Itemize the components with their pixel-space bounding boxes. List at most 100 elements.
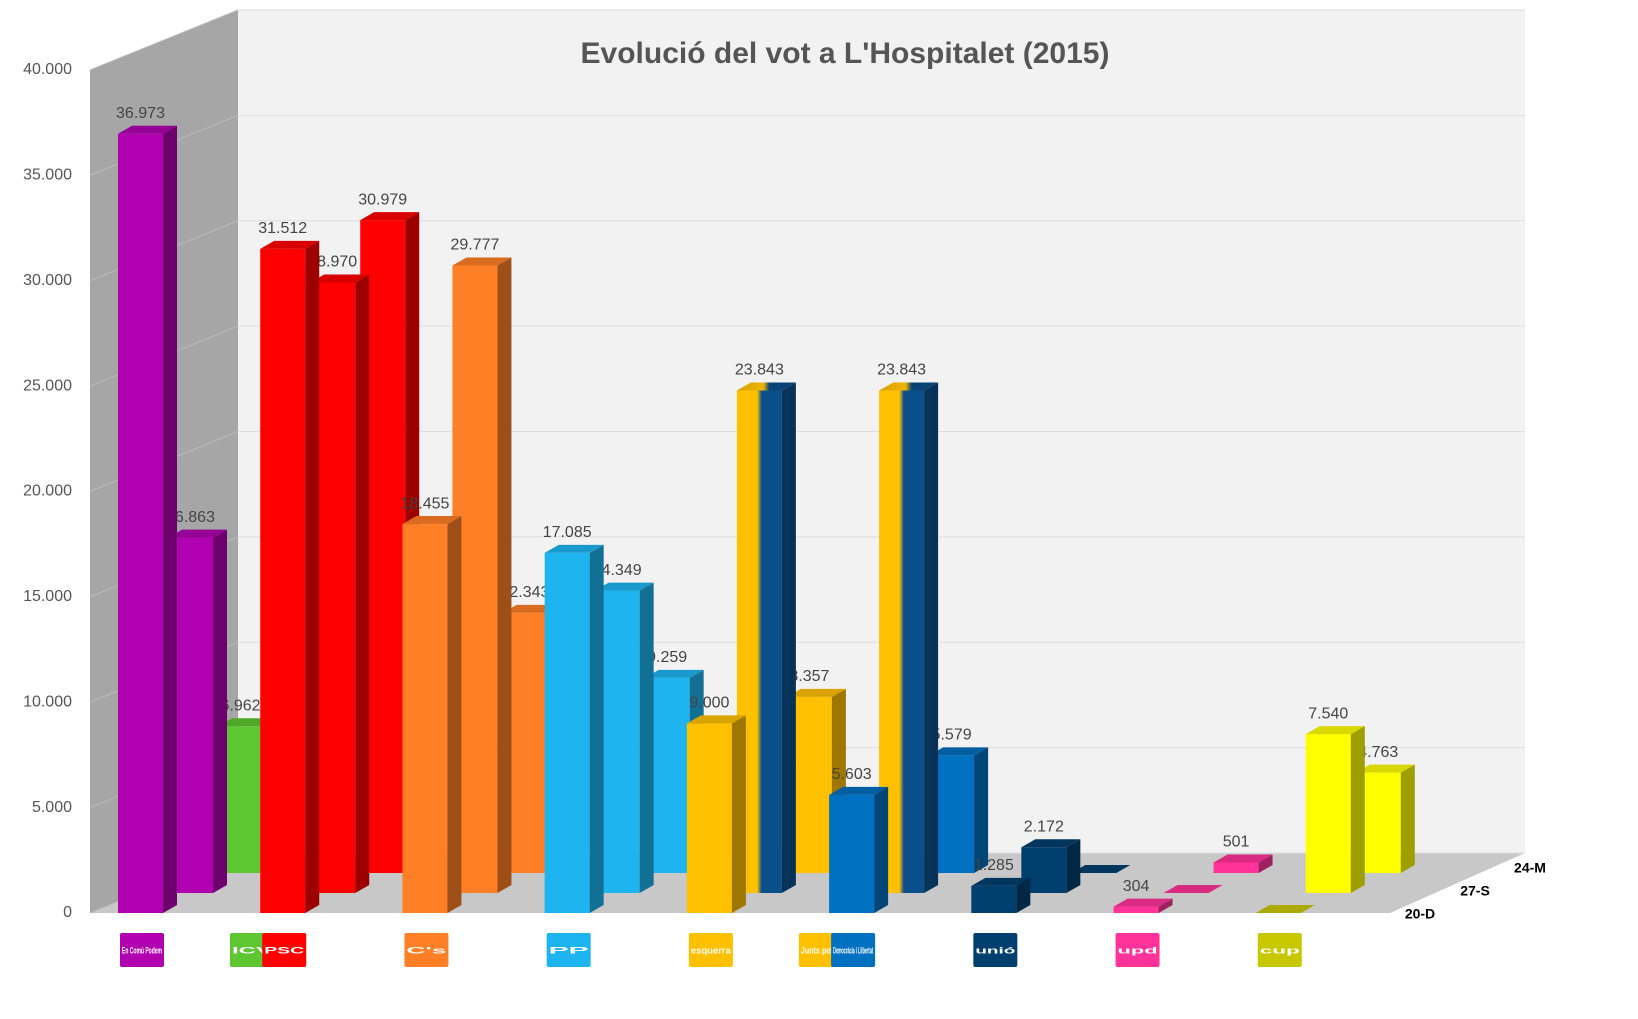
- bar-front: [402, 524, 448, 913]
- bar: [402, 516, 462, 913]
- bar: [879, 382, 939, 893]
- bar-top: [736, 382, 796, 391]
- bar-side: [874, 786, 889, 913]
- value-label: 4.763: [1358, 744, 1398, 761]
- y-tick-label: 0: [63, 904, 72, 921]
- bar-top: [544, 544, 604, 553]
- value-label: 16.863: [166, 509, 215, 526]
- x-tick-label: Democràcia i Llibertat: [833, 945, 873, 955]
- bar-side: [924, 382, 939, 893]
- value-label: 5.603: [832, 766, 872, 783]
- bar-side: [974, 747, 989, 873]
- category-logo: [262, 933, 307, 967]
- bar-top: [1071, 865, 1131, 873]
- y-tick-label: 5.000: [32, 799, 72, 816]
- x-tick-label: En Comú Podem: [122, 945, 162, 955]
- bar-side: [305, 240, 320, 914]
- value-label: 18.455: [400, 495, 449, 512]
- bar: [686, 715, 746, 913]
- bar-side: [589, 544, 604, 913]
- x-tick-label: unió: [975, 945, 1016, 955]
- bar-side: [213, 529, 227, 893]
- bar-top: [1163, 885, 1223, 893]
- x-tick-label: PP: [549, 945, 589, 955]
- value-label: 17.085: [543, 524, 592, 541]
- bar-front: [260, 248, 306, 914]
- bar-side: [731, 715, 746, 913]
- bar-top: [971, 877, 1031, 886]
- bar-top: [1305, 726, 1365, 735]
- value-label: 23.843: [735, 362, 784, 379]
- value-label: 1.285: [974, 857, 1014, 874]
- category-logo: [404, 933, 449, 967]
- bar: [971, 877, 1031, 913]
- bar-top: [1355, 764, 1415, 773]
- bar-top: [644, 669, 704, 678]
- bar: [829, 786, 889, 913]
- bar-side: [1350, 726, 1365, 893]
- value-label: 6.962: [220, 697, 260, 714]
- bar-top: [879, 382, 939, 391]
- bar-top: [829, 786, 889, 795]
- value-label: 7.540: [1308, 705, 1348, 722]
- bar: [544, 544, 604, 913]
- bar-top: [310, 274, 370, 283]
- bar-side: [497, 257, 512, 894]
- value-label: 31.512: [258, 220, 307, 237]
- grid-line: [89, 9, 239, 71]
- bar-side: [1066, 839, 1081, 893]
- bar: [118, 125, 177, 914]
- bar-side: [1258, 854, 1273, 873]
- bar-side: [1016, 877, 1031, 913]
- x-tick-label: C's: [406, 945, 446, 955]
- x-tick-label: esquerra: [691, 945, 732, 955]
- y-tick-label: 35.000: [23, 167, 72, 184]
- bar-top: [452, 257, 512, 266]
- bar-top: [929, 747, 989, 756]
- value-label: 501: [1223, 834, 1250, 851]
- y-tick-label: 25.000: [23, 377, 72, 394]
- bar-front: [1213, 862, 1259, 873]
- bar-front: [829, 794, 875, 913]
- value-label: 28.970: [308, 254, 357, 271]
- y-tick-label: 10.000: [23, 693, 72, 710]
- bar-top: [260, 240, 320, 249]
- bar: [1163, 885, 1223, 893]
- bar-front: [544, 552, 590, 913]
- x-tick-label: cup: [1260, 945, 1301, 955]
- legend-entry: 24-M: [1514, 860, 1546, 876]
- y-tick-label: 20.000: [23, 483, 72, 500]
- bars: 6.962 30.979 12.343 9.259 8.357 5.579 501 4.763…: [116, 105, 1415, 914]
- bar-top: [1113, 898, 1173, 907]
- bar-side: [1158, 898, 1173, 913]
- legend-entry: 27-S: [1460, 883, 1490, 899]
- bar: [1213, 854, 1273, 873]
- value-label: 5.579: [932, 727, 972, 744]
- bar-side: [781, 382, 796, 893]
- value-label: 30.979: [358, 191, 407, 208]
- bar-top: [118, 125, 177, 134]
- x-tick-label: ICV: [232, 945, 272, 955]
- bar-side: [447, 516, 462, 913]
- bar-front: [118, 133, 163, 914]
- bar-front: [686, 723, 732, 913]
- value-label: 29.777: [450, 237, 499, 254]
- chart-title: Evolució del vot a L'Hospitalet (2015): [581, 37, 1110, 70]
- category-logo: [973, 933, 1018, 967]
- category-logo: [1257, 933, 1302, 967]
- value-label: 36.973: [116, 105, 165, 122]
- legend-entry: 20-D: [1405, 906, 1435, 922]
- bar-side: [355, 274, 370, 893]
- bar-top: [168, 529, 227, 538]
- bar: [1113, 898, 1173, 913]
- y-tick-label: 40.000: [23, 61, 72, 78]
- bar-top: [1213, 854, 1273, 863]
- bar-top: [786, 688, 846, 697]
- bar: [260, 240, 320, 914]
- bar-front: [971, 885, 1017, 913]
- value-label: 2.172: [1024, 818, 1064, 835]
- bar-side: [163, 125, 177, 914]
- x-tick-label: Junts pel Sí: [801, 945, 841, 955]
- bar-top: [1255, 905, 1315, 913]
